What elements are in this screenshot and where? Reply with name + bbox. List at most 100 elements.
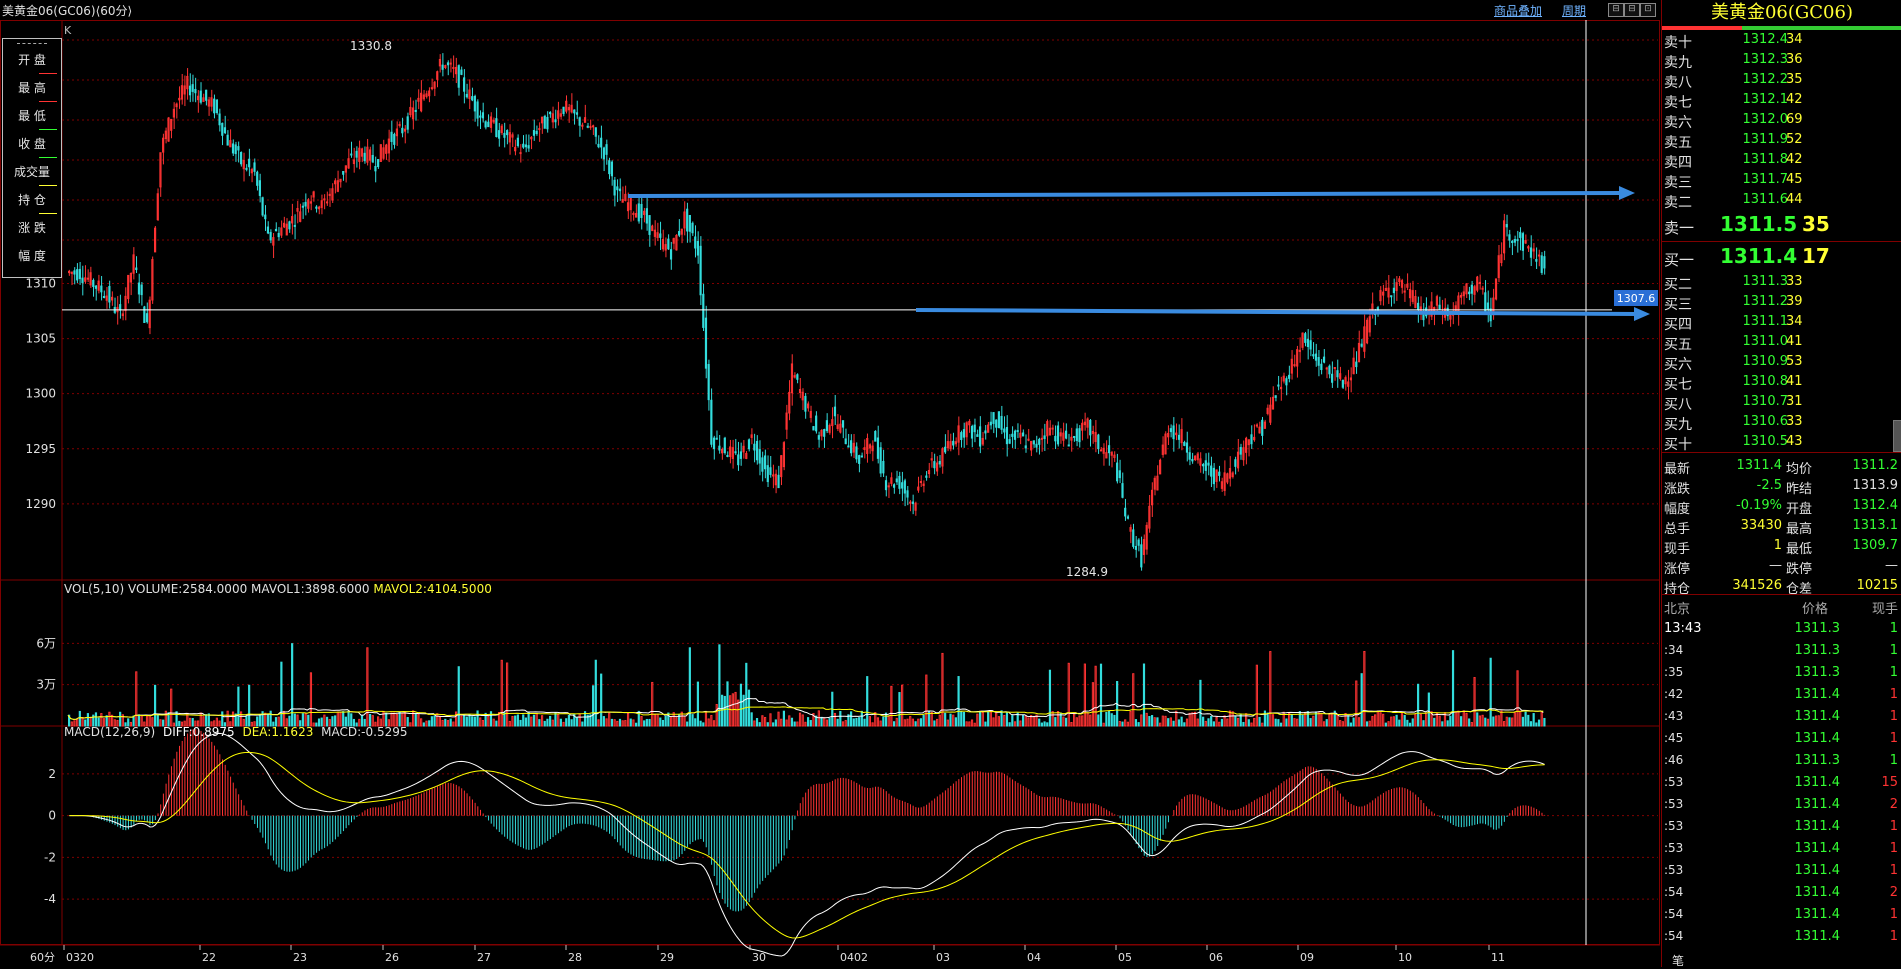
volume-bar <box>1417 683 1420 727</box>
volume-bar <box>484 712 487 727</box>
volume-bar <box>530 716 533 727</box>
volume-bar <box>511 715 514 727</box>
ask-level-row[interactable]: 卖九 1312.3 36 <box>1662 50 1901 71</box>
overlay-commodity-link[interactable]: 商品叠加 <box>1494 4 1543 18</box>
volume-bar <box>1368 720 1371 727</box>
candle-body <box>1352 357 1355 375</box>
volume-bar <box>935 718 939 727</box>
volume-bar <box>218 720 221 727</box>
date-tick-label: 10 <box>1398 951 1412 964</box>
ask-level-row[interactable]: 卖四 1311.8 42 <box>1662 150 1901 171</box>
legend-divider <box>17 43 47 44</box>
period-link[interactable]: 周期 <box>1562 4 1587 18</box>
restore-icon[interactable]: ⊡ <box>1640 3 1656 17</box>
date-tick-label: 22 <box>202 951 216 964</box>
candle-body <box>527 145 530 149</box>
volume-bar <box>532 714 536 727</box>
volume-bar <box>444 718 447 727</box>
candle-body <box>594 127 597 137</box>
bid-level-row[interactable]: 买三 1311.2 39 <box>1662 292 1901 313</box>
candle-body <box>1344 377 1347 385</box>
tick-volume: 1 <box>1889 621 1898 636</box>
bid-level-row[interactable]: 买四 1311.1 34 <box>1662 312 1901 333</box>
candle-body <box>1261 419 1264 436</box>
volume-bar <box>296 714 299 727</box>
candle-body <box>409 106 412 116</box>
volume-bar <box>849 711 853 727</box>
candle-body <box>1199 458 1202 466</box>
bid-level-row[interactable]: 买十 1310.5 43 <box>1662 432 1901 453</box>
ask-level-row[interactable]: 卖六 1312.0 69 <box>1662 110 1901 131</box>
bid-level-row[interactable]: 买七 1310.8 41 <box>1662 372 1901 393</box>
volume-bar <box>495 720 498 727</box>
bid-level-row[interactable]: 买九 1310.6 33 <box>1662 412 1901 433</box>
split-icon[interactable]: ⊟ <box>1624 3 1640 17</box>
date-tick-label: 27 <box>477 951 491 964</box>
ask-level-row[interactable]: 卖三 1311.7 45 <box>1662 170 1901 191</box>
volume-bar <box>1441 721 1444 727</box>
candle-body <box>132 254 135 274</box>
volume-bar <box>248 684 251 727</box>
candle-body <box>1269 404 1272 423</box>
volume-bar <box>790 717 794 727</box>
volume-bar <box>1325 719 1328 727</box>
volume-bar <box>823 717 826 727</box>
candle-body <box>1212 467 1215 485</box>
candle-body <box>145 313 149 323</box>
candle-body <box>1032 440 1035 445</box>
candle-body <box>1398 278 1401 283</box>
candle-body <box>183 85 186 95</box>
volume-bar <box>1376 710 1379 727</box>
tick-time: :54 <box>1664 907 1684 921</box>
volume-bar <box>503 712 506 727</box>
bid-level-row[interactable]: 买八 1310.7 31 <box>1662 392 1901 413</box>
candle-body <box>1094 431 1097 443</box>
volume-bar <box>667 712 670 727</box>
volume-bar <box>616 720 619 727</box>
bid-level-row[interactable]: 买二 1311.3 33 <box>1662 272 1901 293</box>
volume-bar <box>1255 664 1258 727</box>
ticks-header-price: 价格 <box>1802 602 1829 617</box>
tick-volume: 1 <box>1889 643 1898 658</box>
candle-body <box>1226 473 1229 483</box>
kline-chart[interactable]: K 1330.8 1284.9 1307.6 VOL(5,10) VOLUME:… <box>0 20 1660 967</box>
volume-bar <box>1339 720 1342 727</box>
volume-bar <box>1349 722 1353 727</box>
ask-level-row[interactable]: 卖二 1311.6 44 <box>1662 190 1901 211</box>
volume-bar <box>1274 718 1277 727</box>
panel-scrollbar[interactable] <box>1893 420 1901 452</box>
candle-body <box>809 410 812 418</box>
orderbook-price: 1311.5 <box>1720 212 1798 236</box>
candle-body <box>1255 424 1258 427</box>
stat-value: 1312.4 <box>1852 498 1899 513</box>
candle-body <box>277 232 280 238</box>
candle-body <box>468 89 471 99</box>
ask-level-row[interactable]: 卖八 1312.2 35 <box>1662 70 1901 91</box>
bid-level-row[interactable]: 买六 1310.9 53 <box>1662 352 1901 373</box>
orderbook-vol: 31 <box>1786 394 1803 409</box>
volume-bar <box>1245 713 1248 727</box>
ask-level-row[interactable]: 卖十 1312.4 34 <box>1662 30 1901 51</box>
tick-price: 1311.4 <box>1794 819 1841 834</box>
candle-body <box>1075 428 1078 441</box>
volume-bar <box>231 711 235 727</box>
volume-bar <box>1250 722 1253 727</box>
bid-level-1-row[interactable]: 买一 1311.4 17 <box>1662 244 1901 269</box>
candle-body <box>1349 377 1353 381</box>
volume-bar <box>965 721 968 727</box>
candle-body <box>906 490 909 498</box>
ask-level-row[interactable]: 卖五 1311.9 52 <box>1662 130 1901 151</box>
orderbook-label: 卖七 <box>1664 95 1692 111</box>
candle-body <box>1486 302 1490 310</box>
candle-body <box>172 108 175 118</box>
ask-level-1-row[interactable]: 卖一 1311.5 35 <box>1662 212 1901 237</box>
volume-bar <box>102 718 106 727</box>
bid-level-row[interactable]: 买五 1311.0 41 <box>1662 332 1901 353</box>
tick-mode-label[interactable]: 笔 <box>1672 954 1685 968</box>
candle-body <box>1481 287 1484 290</box>
stat-label: 最新 <box>1664 462 1691 477</box>
ask-level-row[interactable]: 卖七 1312.1 42 <box>1662 90 1901 111</box>
legend-swatch <box>39 185 57 186</box>
volume-panel-label: VOL(5,10) VOLUME:2584.0000 MAVOL1:3898.6… <box>64 582 492 596</box>
layout-icon[interactable]: ⊟ <box>1608 3 1624 17</box>
